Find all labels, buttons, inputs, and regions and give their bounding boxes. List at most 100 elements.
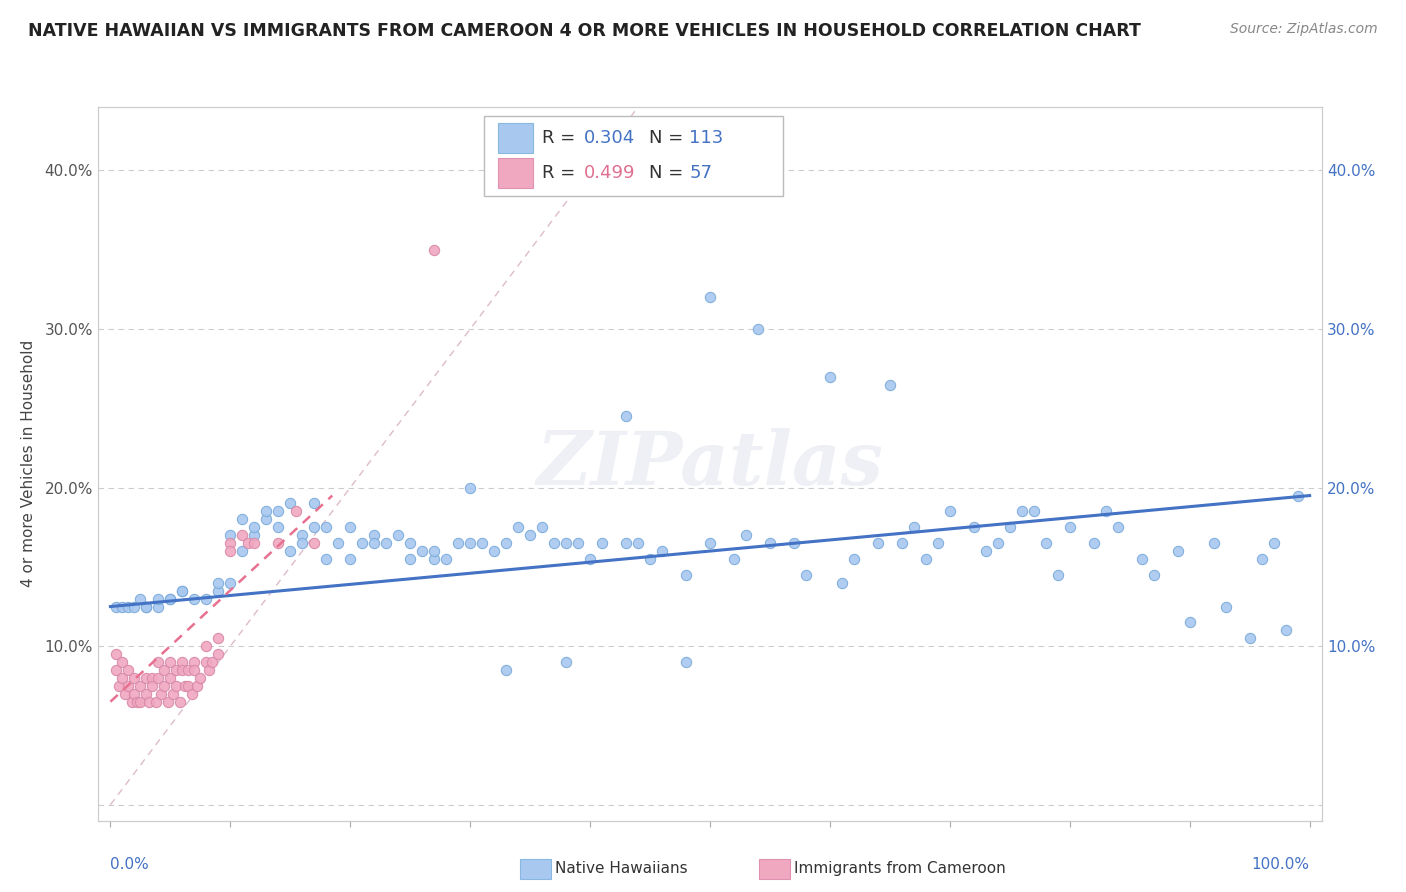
Point xyxy=(159,591,181,606)
Point xyxy=(181,687,204,701)
Point xyxy=(866,536,889,550)
Point xyxy=(153,663,176,677)
Point xyxy=(890,536,912,550)
Point xyxy=(903,520,925,534)
Point xyxy=(614,536,637,550)
Point xyxy=(375,536,398,550)
Point xyxy=(699,536,721,550)
Point xyxy=(818,369,841,384)
Point xyxy=(783,536,806,550)
Point xyxy=(219,528,242,542)
Point xyxy=(177,663,200,677)
Point xyxy=(987,536,1010,550)
Point xyxy=(254,504,277,518)
Point xyxy=(399,536,422,550)
Point xyxy=(156,695,179,709)
Point xyxy=(675,655,697,669)
Point xyxy=(434,552,457,566)
Point xyxy=(278,496,301,510)
Point xyxy=(172,583,194,598)
Point xyxy=(219,536,242,550)
Point xyxy=(111,671,134,685)
Point xyxy=(723,552,745,566)
Point xyxy=(153,679,176,693)
Point xyxy=(159,671,181,685)
Point xyxy=(162,687,184,701)
Point xyxy=(543,536,565,550)
Point xyxy=(124,671,146,685)
Point xyxy=(1274,624,1296,638)
Point xyxy=(243,536,266,550)
Point xyxy=(495,536,517,550)
Point xyxy=(579,552,602,566)
Point xyxy=(267,520,290,534)
Point xyxy=(172,663,194,677)
Point xyxy=(169,695,191,709)
Point xyxy=(1215,599,1237,614)
Point xyxy=(495,663,517,677)
Text: 113: 113 xyxy=(689,128,724,146)
Point xyxy=(927,536,949,550)
Point xyxy=(138,695,160,709)
Point xyxy=(794,567,817,582)
Point xyxy=(129,679,152,693)
Point xyxy=(1178,615,1201,630)
FancyBboxPatch shape xyxy=(484,116,783,196)
Point xyxy=(238,536,260,550)
Point xyxy=(339,552,361,566)
Point xyxy=(124,599,146,614)
Point xyxy=(159,591,181,606)
Point xyxy=(939,504,962,518)
Point xyxy=(135,671,157,685)
Point xyxy=(219,575,242,590)
Point xyxy=(172,655,194,669)
Point xyxy=(117,679,139,693)
Text: 0.0%: 0.0% xyxy=(111,857,149,872)
Point xyxy=(423,243,446,257)
Point xyxy=(231,544,253,558)
Point xyxy=(508,520,530,534)
Text: R =: R = xyxy=(543,128,582,146)
Point xyxy=(207,632,229,646)
Point xyxy=(173,679,195,693)
Text: R =: R = xyxy=(543,164,582,182)
Point xyxy=(675,567,697,582)
Point xyxy=(183,655,205,669)
Point xyxy=(831,575,853,590)
Point xyxy=(519,528,541,542)
Point xyxy=(1022,504,1045,518)
Point xyxy=(638,552,661,566)
Text: 0.304: 0.304 xyxy=(583,128,636,146)
Point xyxy=(195,639,218,653)
Point xyxy=(231,528,253,542)
Point xyxy=(458,536,481,550)
Point xyxy=(111,599,134,614)
Point xyxy=(735,528,758,542)
Point xyxy=(1263,536,1285,550)
Point xyxy=(1167,544,1189,558)
Point xyxy=(291,528,314,542)
Point xyxy=(111,655,134,669)
Point xyxy=(304,520,326,534)
Point xyxy=(1143,567,1166,582)
Point xyxy=(458,481,481,495)
FancyBboxPatch shape xyxy=(498,123,533,153)
Point xyxy=(591,536,613,550)
Point xyxy=(219,544,242,558)
Point xyxy=(627,536,650,550)
Point xyxy=(842,552,865,566)
Point xyxy=(1083,536,1105,550)
Point xyxy=(177,679,200,693)
Text: Source: ZipAtlas.com: Source: ZipAtlas.com xyxy=(1230,22,1378,37)
Point xyxy=(124,687,146,701)
Point xyxy=(447,536,470,550)
Point xyxy=(195,655,218,669)
Point xyxy=(1202,536,1225,550)
Point xyxy=(207,583,229,598)
Point xyxy=(363,528,385,542)
Point xyxy=(129,695,152,709)
Point xyxy=(555,655,578,669)
Point xyxy=(254,512,277,526)
Point xyxy=(555,536,578,550)
Point xyxy=(172,583,194,598)
